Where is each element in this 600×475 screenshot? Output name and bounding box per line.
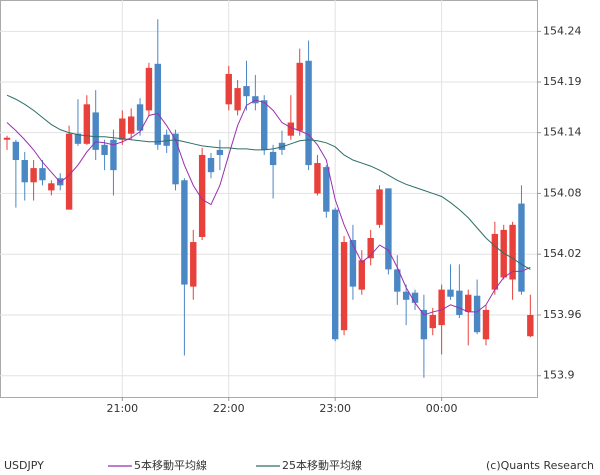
candle-body xyxy=(447,289,454,297)
candle-body xyxy=(92,112,99,150)
candle-body xyxy=(198,154,206,237)
candle-body xyxy=(243,86,250,97)
candle-body xyxy=(39,168,46,181)
candle-body xyxy=(83,104,91,144)
credit: (c)Quants Research xyxy=(486,459,594,472)
candle-body xyxy=(269,151,277,166)
candle-body xyxy=(438,289,445,326)
y-tick-label: 153.96 xyxy=(543,308,582,321)
candle-body xyxy=(411,292,419,303)
candle-body xyxy=(349,240,357,287)
candle-body xyxy=(30,168,37,183)
candle-body xyxy=(323,167,330,212)
candle-body xyxy=(491,233,499,290)
candle-body xyxy=(154,63,161,145)
candle-body xyxy=(261,100,268,150)
candle-body xyxy=(420,309,428,340)
y-tick-label: 154.19 xyxy=(543,75,582,88)
y-tick-label: 154.24 xyxy=(543,24,582,37)
y-tick-label: 153.9 xyxy=(543,369,575,382)
candle-body xyxy=(527,314,534,337)
candle-body xyxy=(394,269,401,292)
candle-body xyxy=(340,242,348,331)
candle-body xyxy=(3,137,11,140)
candle-body xyxy=(101,144,108,155)
candle-body xyxy=(518,203,525,292)
symbol-label: USDJPY xyxy=(4,459,44,472)
candle-body xyxy=(172,133,179,185)
candle-body xyxy=(234,88,241,111)
candle-body xyxy=(216,149,224,155)
legend-label: 5本移動平均線 xyxy=(134,458,207,472)
candle-body xyxy=(127,116,135,134)
candle-body xyxy=(136,104,144,131)
candle-body xyxy=(12,141,20,161)
candle-body xyxy=(287,122,295,136)
candle-body xyxy=(385,188,392,270)
y-tick-label: 154.14 xyxy=(543,126,582,139)
candle-body xyxy=(482,309,490,340)
candle-body xyxy=(402,291,410,300)
moving-average-line xyxy=(6,99,531,316)
plot-frame xyxy=(0,0,538,398)
legend-label: 25本移動平均線 xyxy=(282,458,362,472)
candle-body xyxy=(163,134,170,146)
candle-body xyxy=(190,242,197,287)
moving-average-line xyxy=(6,94,531,270)
y-tick-label: 154.08 xyxy=(543,186,582,199)
candle-body xyxy=(358,260,365,290)
candle-body xyxy=(145,67,153,111)
x-tick-label: 21:00 xyxy=(106,402,138,415)
candle-body xyxy=(181,180,188,285)
candle-body xyxy=(429,314,436,329)
candle-body xyxy=(119,118,126,140)
candle-body xyxy=(314,163,321,194)
candle-body xyxy=(21,160,28,183)
candle-body xyxy=(473,295,481,333)
candle-body xyxy=(296,62,303,131)
candle-body xyxy=(110,139,117,171)
candle-body xyxy=(376,189,383,225)
x-tick-label: 22:00 xyxy=(213,402,245,415)
x-tick-label: 23:00 xyxy=(319,402,351,415)
candle-body xyxy=(74,133,82,144)
candle-body xyxy=(456,290,463,315)
x-tick-label: 00:00 xyxy=(426,402,458,415)
candle-body xyxy=(65,133,73,210)
candle-body xyxy=(367,237,374,259)
y-tick-label: 154.02 xyxy=(543,247,582,260)
candle-body xyxy=(331,209,339,340)
candle-body xyxy=(225,73,232,105)
candle-body xyxy=(207,157,215,173)
candle-body xyxy=(509,224,516,280)
candle-body xyxy=(305,60,312,166)
candle-body xyxy=(48,183,55,191)
candle-body xyxy=(465,294,472,312)
